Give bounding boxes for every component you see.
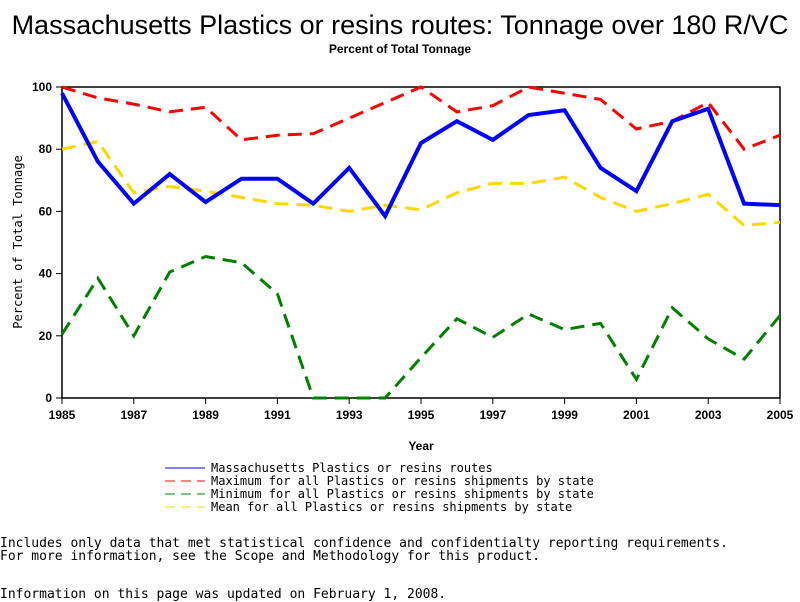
x-tick-label: 2003 <box>695 408 722 422</box>
y-tick-label: 100 <box>32 80 52 94</box>
x-tick-label: 2005 <box>767 408 794 422</box>
chart-title: Massachusetts Plastics or resins routes:… <box>11 10 789 40</box>
y-axis-label: Percent of Total Tonnage <box>11 155 25 328</box>
x-tick-label: 1987 <box>120 408 147 422</box>
y-tick-label: 20 <box>39 329 53 343</box>
x-tick-label: 1999 <box>551 408 578 422</box>
x-tick-label: 1985 <box>49 408 76 422</box>
series-line-3 <box>61 139 781 227</box>
plot-frame <box>61 86 781 399</box>
y-tick-label: 60 <box>39 204 53 218</box>
series-line-2 <box>60 254 782 400</box>
line-chart: 0 20 40 60 80 100 1985 1987 1989 1991 1993 1995 1997… <box>11 80 794 514</box>
legend-label-1: Maximum for all Plastics or resins shipm… <box>211 474 594 488</box>
x-tick-label: 1991 <box>264 408 291 422</box>
y-tick-label: 0 <box>45 391 52 405</box>
y-tick-label: 40 <box>39 267 53 281</box>
x-tick-label: 1997 <box>479 408 506 422</box>
x-tick-label: 1989 <box>192 408 219 422</box>
x-tick-label: 1993 <box>336 408 363 422</box>
footer-note-1: Includes only data that met statistical … <box>0 536 728 551</box>
legend-label-3: Mean for all Plastics or resins shipment… <box>211 500 572 514</box>
legend-label-0: Massachusetts Plastics or resins routes <box>211 461 493 475</box>
x-tick-label: 1995 <box>408 408 435 422</box>
y-tick-label: 80 <box>39 142 53 156</box>
x-axis-label: Year <box>408 439 434 453</box>
footer-updated: Information on this page was updated on … <box>0 587 447 602</box>
series-line-0 <box>60 92 781 220</box>
chart-subtitle: Percent of Total Tonnage <box>328 42 472 56</box>
series-line-1 <box>61 85 781 152</box>
legend-label-2: Minimum for all Plastics or resins shipm… <box>211 487 594 501</box>
x-tick-label: 2001 <box>623 408 650 422</box>
footer-note-2: For more information, see the Scope and … <box>0 549 541 564</box>
